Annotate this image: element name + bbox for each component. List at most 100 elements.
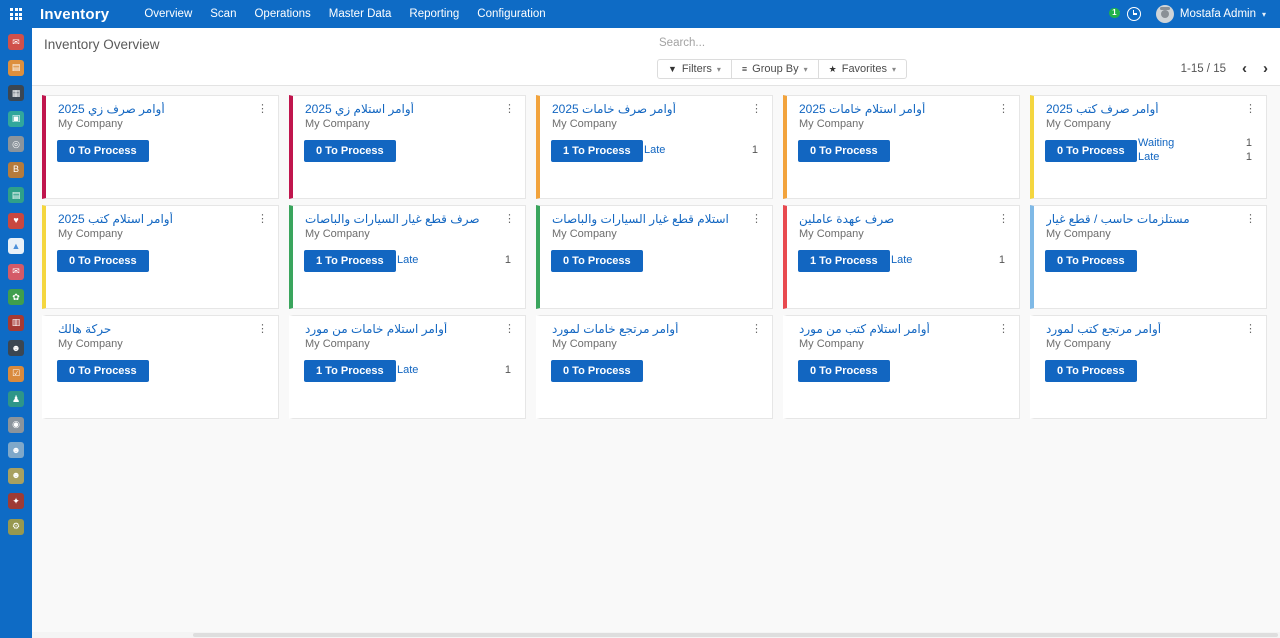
stat-label[interactable]: Late: [644, 144, 666, 156]
card-title-link[interactable]: صرف عهدة عاملين: [799, 212, 895, 226]
to-process-button[interactable]: 0 To Process: [551, 360, 643, 382]
card-title-link[interactable]: حركة هالك: [58, 322, 112, 336]
menu-item-overview[interactable]: Overview: [144, 8, 193, 20]
kebab-menu-icon[interactable]: ⋮: [257, 213, 268, 225]
stat-label[interactable]: Waiting: [1138, 137, 1175, 149]
card-title-link[interactable]: استلام قطع غيار السيارات والباصات: [552, 212, 729, 226]
stat-late[interactable]: Late 1: [644, 143, 758, 157]
filters-button[interactable]: ▼ Filters ▾: [657, 59, 732, 79]
brand-app-app-icon[interactable]: B: [8, 161, 24, 178]
settings-app-icon[interactable]: ⚙: [8, 518, 24, 535]
stat-label[interactable]: Late: [1138, 151, 1160, 163]
kanban-cards: أوامر صرف زي 2025 ⋮ My Company 0 To Proc…: [42, 95, 1267, 419]
pager-range: 1-15 / 15: [1180, 63, 1226, 75]
stat-late[interactable]: Late 1: [891, 253, 1005, 267]
field-service-app-icon[interactable]: ✿: [8, 289, 24, 305]
kebab-menu-icon[interactable]: ⋮: [998, 323, 1009, 335]
to-process-button[interactable]: 1 To Process: [551, 140, 643, 162]
search-options: ▼ Filters ▾ ≡ Group By ▾ ★ Favorites ▾: [657, 59, 907, 79]
todo-app-icon[interactable]: ☑: [8, 365, 24, 382]
calendar-app-icon[interactable]: ▣: [8, 110, 24, 127]
card-title-link[interactable]: أوامر استلام خامات 2025: [799, 102, 926, 116]
kebab-menu-icon[interactable]: ⋮: [257, 323, 268, 335]
expenses-app-icon[interactable]: ✦: [8, 493, 24, 509]
crm-app-icon[interactable]: ♥: [8, 212, 24, 229]
time-off-app-icon[interactable]: ☻: [8, 467, 24, 484]
kebab-menu-icon[interactable]: ⋮: [504, 103, 515, 115]
contacts-app-icon[interactable]: ☻: [8, 340, 24, 356]
card-title-link[interactable]: أوامر مرتجع خامات لمورد: [552, 322, 679, 336]
to-process-button[interactable]: 0 To Process: [57, 140, 149, 162]
apps-menu-button[interactable]: [0, 0, 32, 28]
stat-waiting[interactable]: Waiting 1: [1138, 136, 1252, 150]
to-process-button[interactable]: 0 To Process: [57, 250, 149, 272]
menu-item-scan[interactable]: Scan: [210, 8, 237, 20]
to-process-button[interactable]: 0 To Process: [551, 250, 643, 272]
website-app-icon[interactable]: ▲: [8, 238, 24, 254]
kebab-menu-icon[interactable]: ⋮: [257, 103, 268, 115]
pager-previous-icon[interactable]: ‹: [1242, 60, 1247, 77]
favorites-button[interactable]: ★ Favorites ▾: [817, 59, 907, 79]
card-title-link[interactable]: أوامر استلام كتب من مورد: [799, 322, 930, 336]
kebab-menu-icon[interactable]: ⋮: [504, 323, 515, 335]
to-process-button[interactable]: 0 To Process: [57, 360, 149, 382]
livechat-app-icon[interactable]: ✉: [8, 263, 24, 280]
menu-item-configuration[interactable]: Configuration: [477, 8, 546, 20]
employees-app-icon[interactable]: ♟: [8, 391, 24, 407]
kebab-menu-icon[interactable]: ⋮: [1245, 323, 1256, 335]
stat-value: 1: [1245, 151, 1252, 163]
card-title-link[interactable]: أوامر استلام خامات من مورد: [305, 322, 448, 336]
recruitment-app-icon[interactable]: ◉: [8, 416, 24, 433]
scrollbar-thumb[interactable]: [193, 633, 1278, 637]
kebab-menu-icon[interactable]: ⋮: [998, 213, 1009, 225]
card-title-link[interactable]: أوامر مرتجع كتب لمورد: [1046, 322, 1162, 336]
to-process-button[interactable]: 1 To Process: [304, 250, 396, 272]
attendances-app-icon[interactable]: ☻: [8, 442, 24, 458]
to-process-button[interactable]: 1 To Process: [798, 250, 890, 272]
search-input[interactable]: [657, 36, 1221, 50]
stat-late[interactable]: Late 1: [1138, 150, 1252, 164]
to-process-button[interactable]: 0 To Process: [1045, 140, 1137, 162]
appraisal-app-icon[interactable]: ◎: [8, 136, 24, 152]
card-title-link[interactable]: أوامر صرف خامات 2025: [552, 102, 676, 116]
notes-app-icon[interactable]: ▤: [8, 59, 24, 76]
stat-label[interactable]: Late: [397, 364, 419, 376]
stat-label[interactable]: Late: [397, 254, 419, 266]
to-process-button[interactable]: 0 To Process: [798, 140, 890, 162]
to-process-button[interactable]: 0 To Process: [1045, 250, 1137, 272]
to-process-button[interactable]: 0 To Process: [304, 140, 396, 162]
stat-late[interactable]: Late 1: [397, 363, 511, 377]
menu-item-reporting[interactable]: Reporting: [409, 8, 460, 20]
card-title-link[interactable]: صرف قطع غيار السيارات والباصات: [305, 212, 480, 226]
card-title-link[interactable]: مستلزمات حاسب / قطع غيار: [1046, 212, 1190, 226]
stat-label[interactable]: Late: [891, 254, 913, 266]
card-title-link[interactable]: أوامر استلام زي 2025: [305, 102, 415, 116]
purchase-app-icon[interactable]: ▥: [8, 314, 24, 331]
app-title[interactable]: Inventory: [40, 5, 110, 23]
kebab-menu-icon[interactable]: ⋮: [1245, 103, 1256, 115]
kebab-menu-icon[interactable]: ⋮: [751, 213, 762, 225]
documents-app-icon[interactable]: ▤: [8, 187, 24, 203]
kebab-menu-icon[interactable]: ⋮: [1245, 213, 1256, 225]
kebab-menu-icon[interactable]: ⋮: [504, 213, 515, 225]
menu-item-master-data[interactable]: Master Data: [328, 8, 392, 20]
card-title-link[interactable]: أوامر صرف كتب 2025: [1046, 102, 1159, 116]
filter-funnel-icon: ▼: [668, 64, 677, 74]
group-by-button[interactable]: ≡ Group By ▾: [730, 59, 819, 79]
kebab-menu-icon[interactable]: ⋮: [751, 103, 762, 115]
kebab-menu-icon[interactable]: ⋮: [998, 103, 1009, 115]
menu-item-operations[interactable]: Operations: [254, 8, 311, 20]
user-menu[interactable]: Mostafa Admin ▾: [1155, 5, 1266, 23]
to-process-button[interactable]: 0 To Process: [1045, 360, 1137, 382]
dashboards-app-icon[interactable]: ▦: [8, 85, 24, 101]
card-stats: Waiting 1 Late 1: [1138, 136, 1252, 164]
activities-clock-icon[interactable]: [1126, 7, 1141, 21]
card-title-link[interactable]: أوامر استلام كتب 2025: [58, 212, 173, 226]
to-process-button[interactable]: 0 To Process: [798, 360, 890, 382]
discuss-app-icon[interactable]: ✉: [8, 34, 24, 50]
pager-next-icon[interactable]: ›: [1263, 60, 1268, 77]
kebab-menu-icon[interactable]: ⋮: [751, 323, 762, 335]
card-title-link[interactable]: أوامر صرف زي 2025: [58, 102, 165, 116]
to-process-button[interactable]: 1 To Process: [304, 360, 396, 382]
stat-late[interactable]: Late 1: [397, 253, 511, 267]
